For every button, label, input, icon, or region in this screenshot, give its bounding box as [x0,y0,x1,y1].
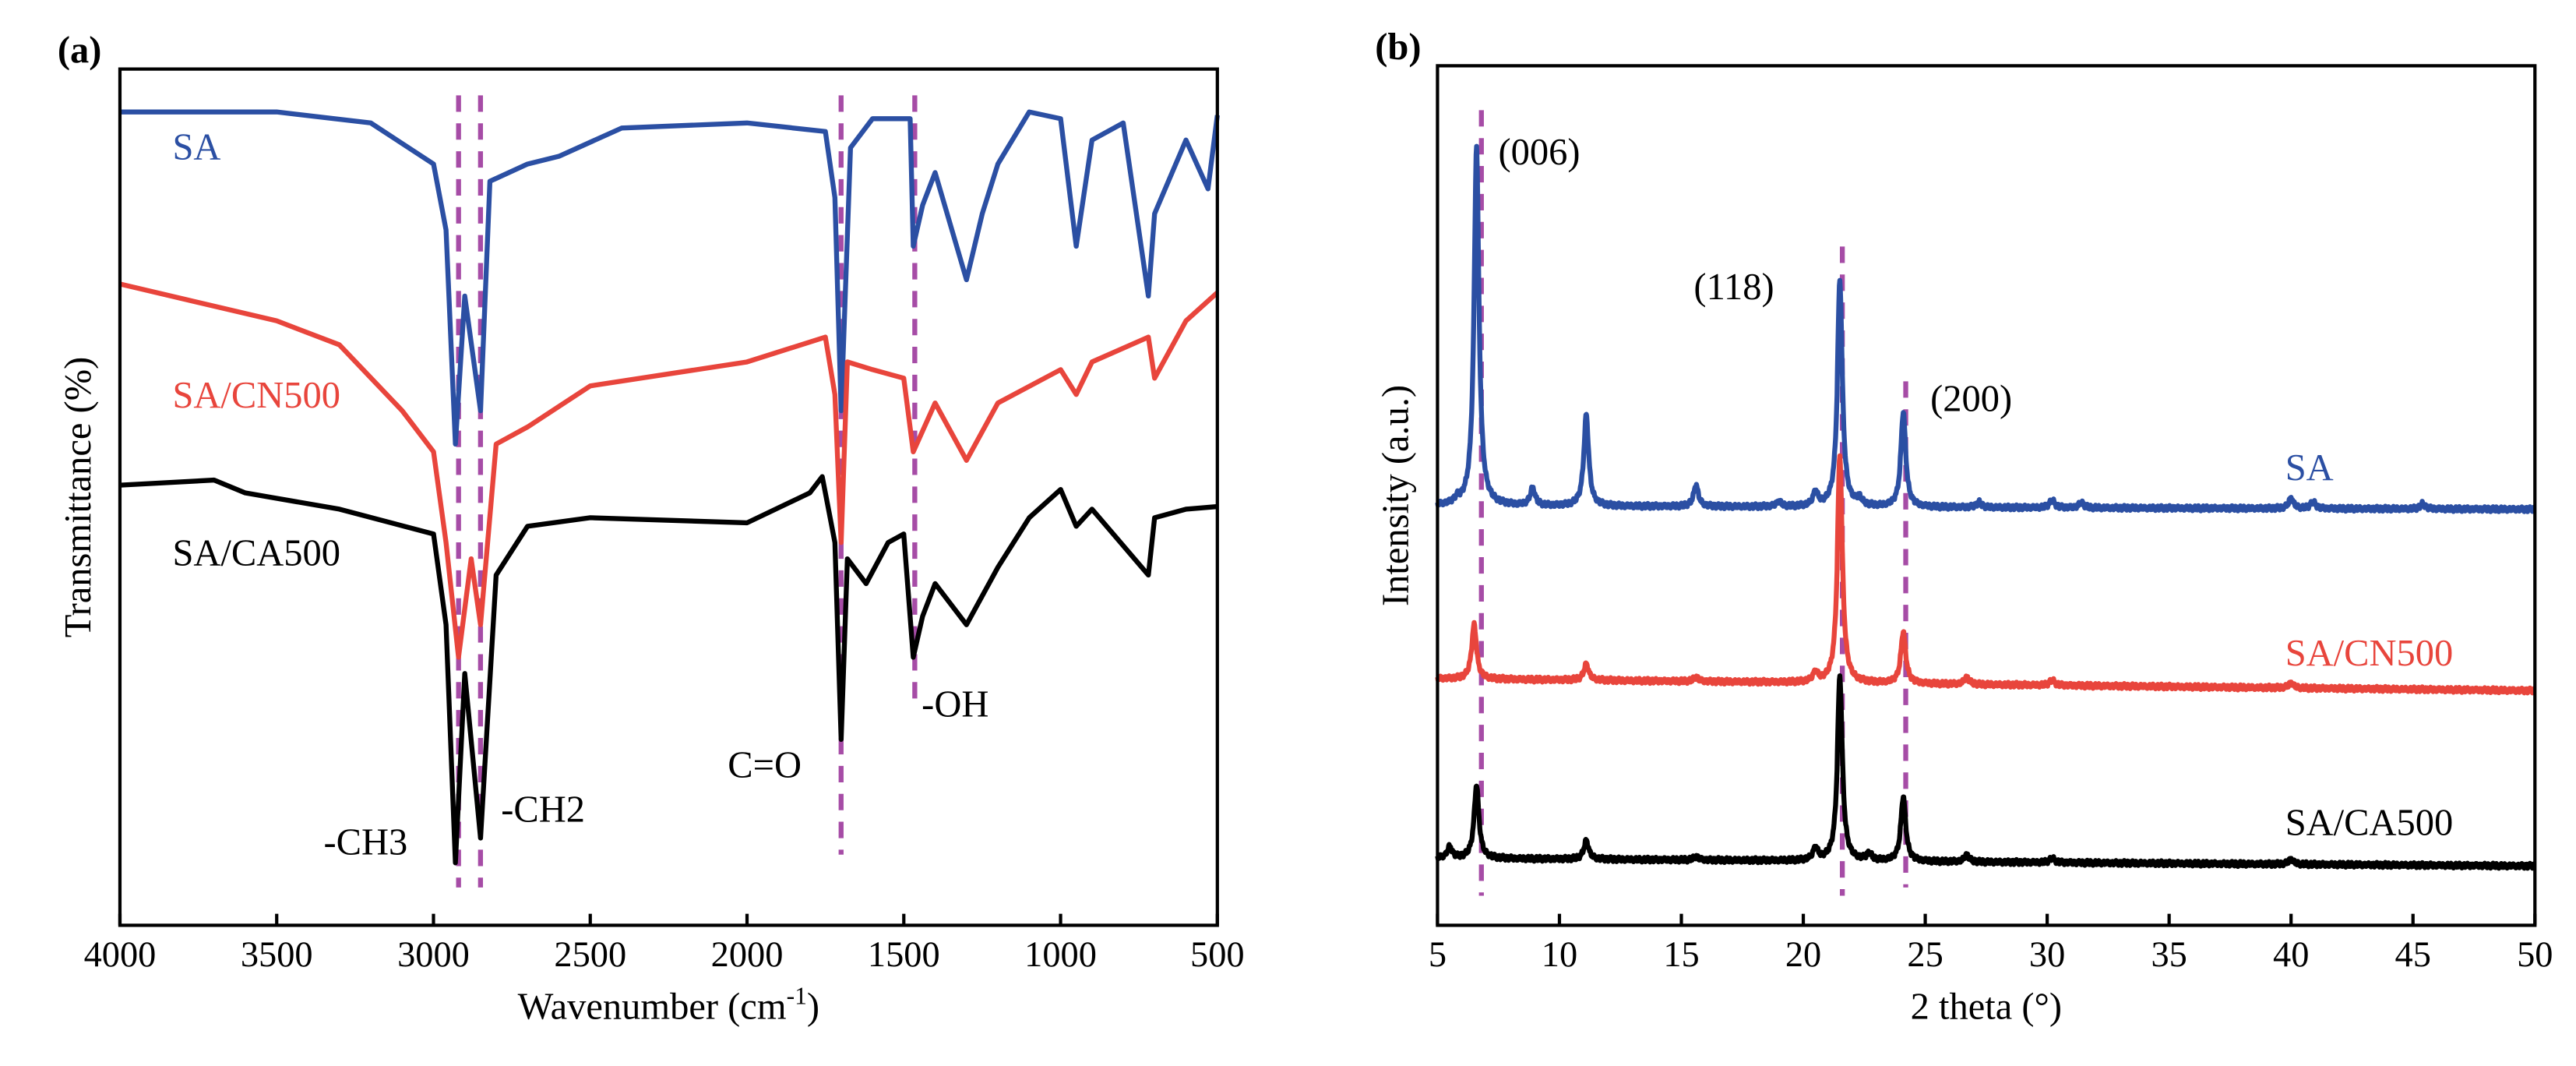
series-label: SA [172,127,220,168]
x-tick-label: 50 [2517,935,2553,975]
x-tick-label: 25 [1907,935,1943,975]
x-tick-label: 45 [2395,935,2431,975]
series-label: SA/CA500 [2285,802,2454,843]
x-axis-label-text: Wavenumber (cm [518,987,787,1028]
series-line-sa [119,109,1220,447]
series-line-sa-ca500 [119,474,1218,866]
x-tick-label: 500 [1190,935,1245,975]
peak-annotation: (118) [1693,266,1774,308]
series-line-sa [1435,143,2537,514]
panel-b-xrd: (b) SA SA/CN500 SA/CA500 (006) (118) (200) 5 10 1… [1375,26,2553,1028]
series-line-sa-cn500 [1435,453,2537,696]
panel-label: (b) [1375,26,1421,68]
plot-frame [1436,64,2537,927]
x-tick-label: 3000 [397,935,470,975]
x-tick-label: 15 [1663,935,1699,975]
series-line-sa-cn500 [119,281,1219,660]
x-tick-label: 2000 [711,935,784,975]
series-label: SA/CA500 [172,533,340,574]
x-tick-label: 30 [2029,935,2065,975]
x-tick-label: 5 [1429,935,1447,975]
peak-annotation: -OH [922,684,988,725]
peak-annotation: -CH3 [323,822,407,863]
peak-annotation: (200) [1930,378,2012,419]
y-axis-label: Transmittance (%) [58,357,99,638]
peak-annotation: C=O [728,745,802,786]
x-axis-label: Wavenumber (cm-1) [518,983,819,1028]
x-tick-label: 2500 [554,935,626,975]
x-tick-label: 1500 [868,935,940,975]
x-axis-label-text: 2 theta (°) [1911,987,2062,1028]
x-tick-label: 35 [2151,935,2187,975]
plot-frame [118,67,1219,927]
peak-annotation: (006) [1498,132,1580,173]
x-tick-label: 20 [1785,935,1821,975]
y-axis-label: Intensity (a.u.) [1375,385,1416,606]
x-tick-label: 40 [2273,935,2309,975]
panel-label: (a) [58,30,102,71]
x-axis-label-end: ) [807,987,819,1028]
series-line-sa-ca500 [1435,673,2537,871]
panel-a-ftir: (a) SA SA/CN500 SA/CA500 -CH3 -CH2 C=O -OH 4000 3… [58,30,1245,1027]
peak-annotation: -CH2 [501,789,585,831]
x-tick-label: 3500 [241,935,313,975]
x-tick-label: 10 [1542,935,1577,975]
x-tick-label: 1000 [1024,935,1097,975]
x-tick-label: 4000 [84,935,157,975]
series-label: SA/CN500 [172,375,340,416]
x-axis-label: 2 theta (°) [1911,987,2062,1028]
series-label: SA/CN500 [2285,633,2454,674]
x-axis-label-sup: -1 [787,983,807,1010]
series-label: SA [2285,447,2334,489]
